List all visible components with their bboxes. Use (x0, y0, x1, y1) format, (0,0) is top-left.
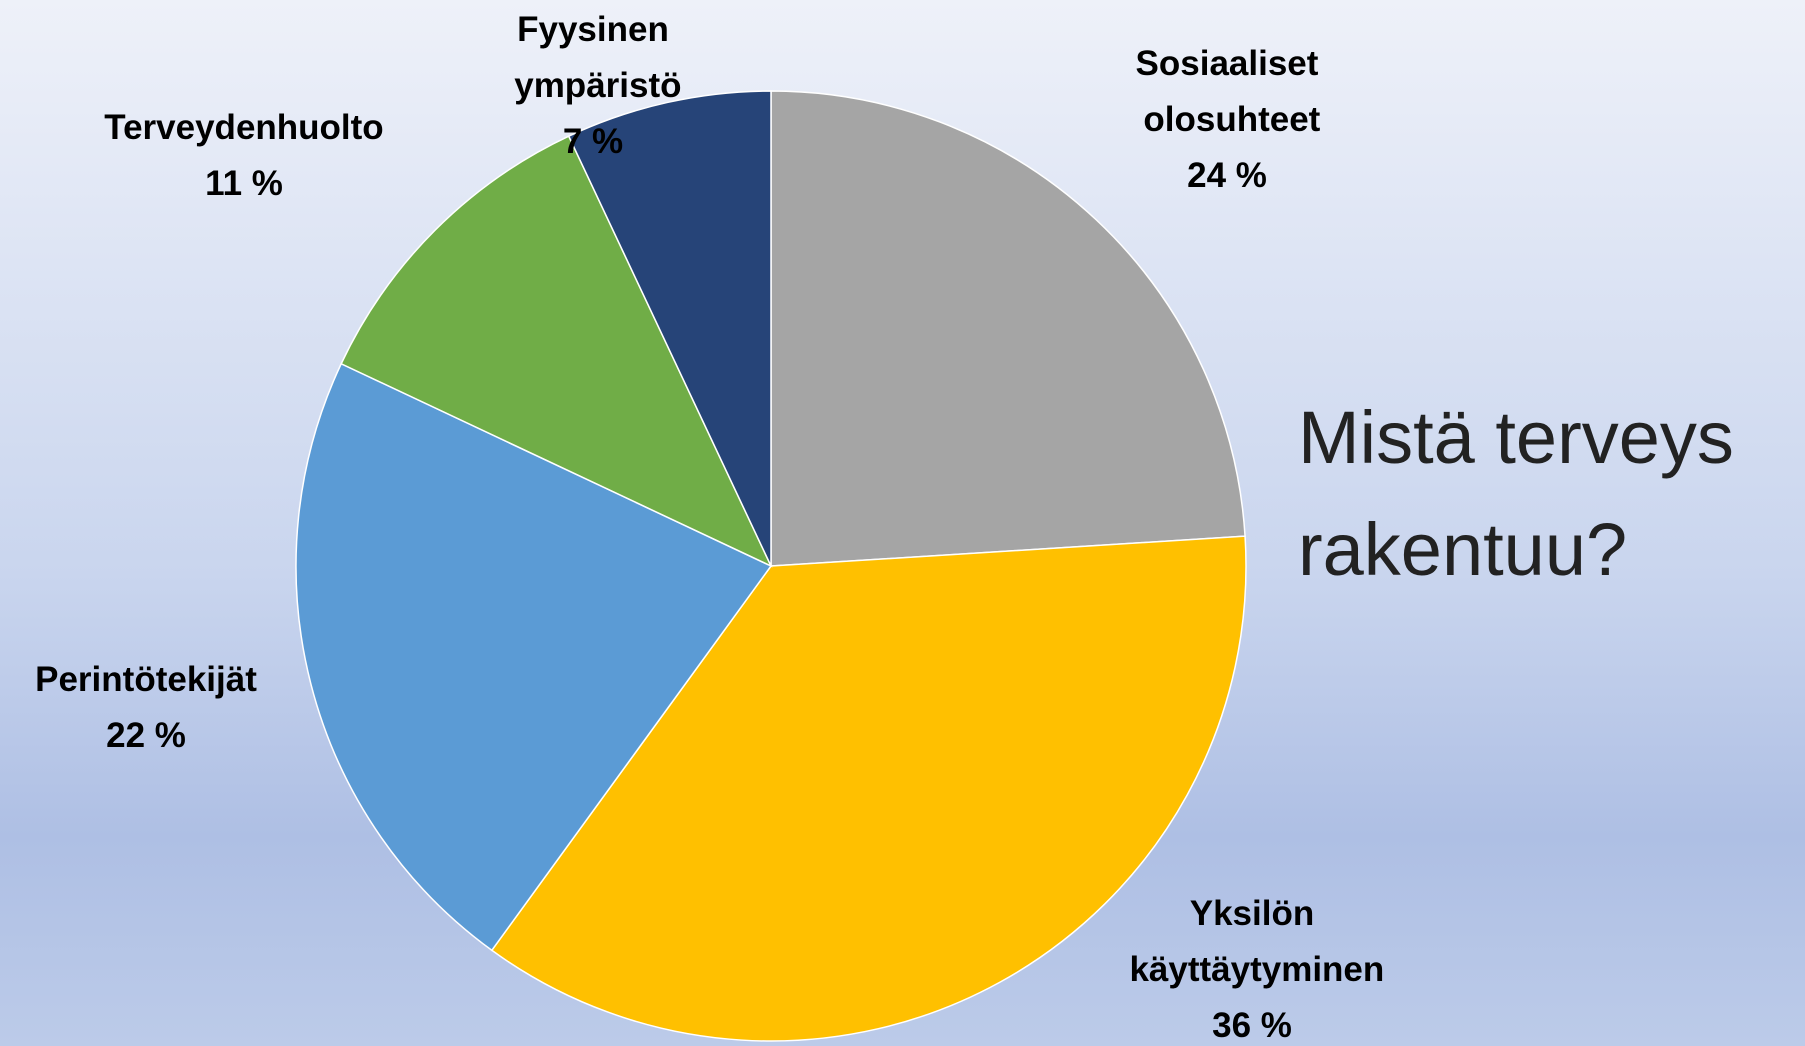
value-label: 11 % (205, 164, 283, 203)
pie-slice (567, 90, 772, 567)
slice-label: Terveydenhuolto (104, 108, 383, 147)
chart-title: Mistä terveys rakentuu? (1298, 396, 1734, 591)
slice-label: Yksilön käyttäytyminen (1120, 894, 1385, 989)
pie-slice (490, 535, 1247, 1042)
value-label: 22 % (106, 716, 186, 755)
slice-label: Sosiaaliset olosuhteet (1134, 44, 1321, 139)
value-label: 36 % (1212, 1006, 1292, 1045)
pie-slice (770, 90, 1246, 567)
value-label: 7 % (563, 122, 623, 161)
value-label: 24 % (1187, 156, 1267, 195)
slice-label: Fyysinen ympäristö (505, 10, 682, 105)
pie-slice (340, 135, 773, 568)
slice-label: Perintötekijät (35, 660, 257, 699)
